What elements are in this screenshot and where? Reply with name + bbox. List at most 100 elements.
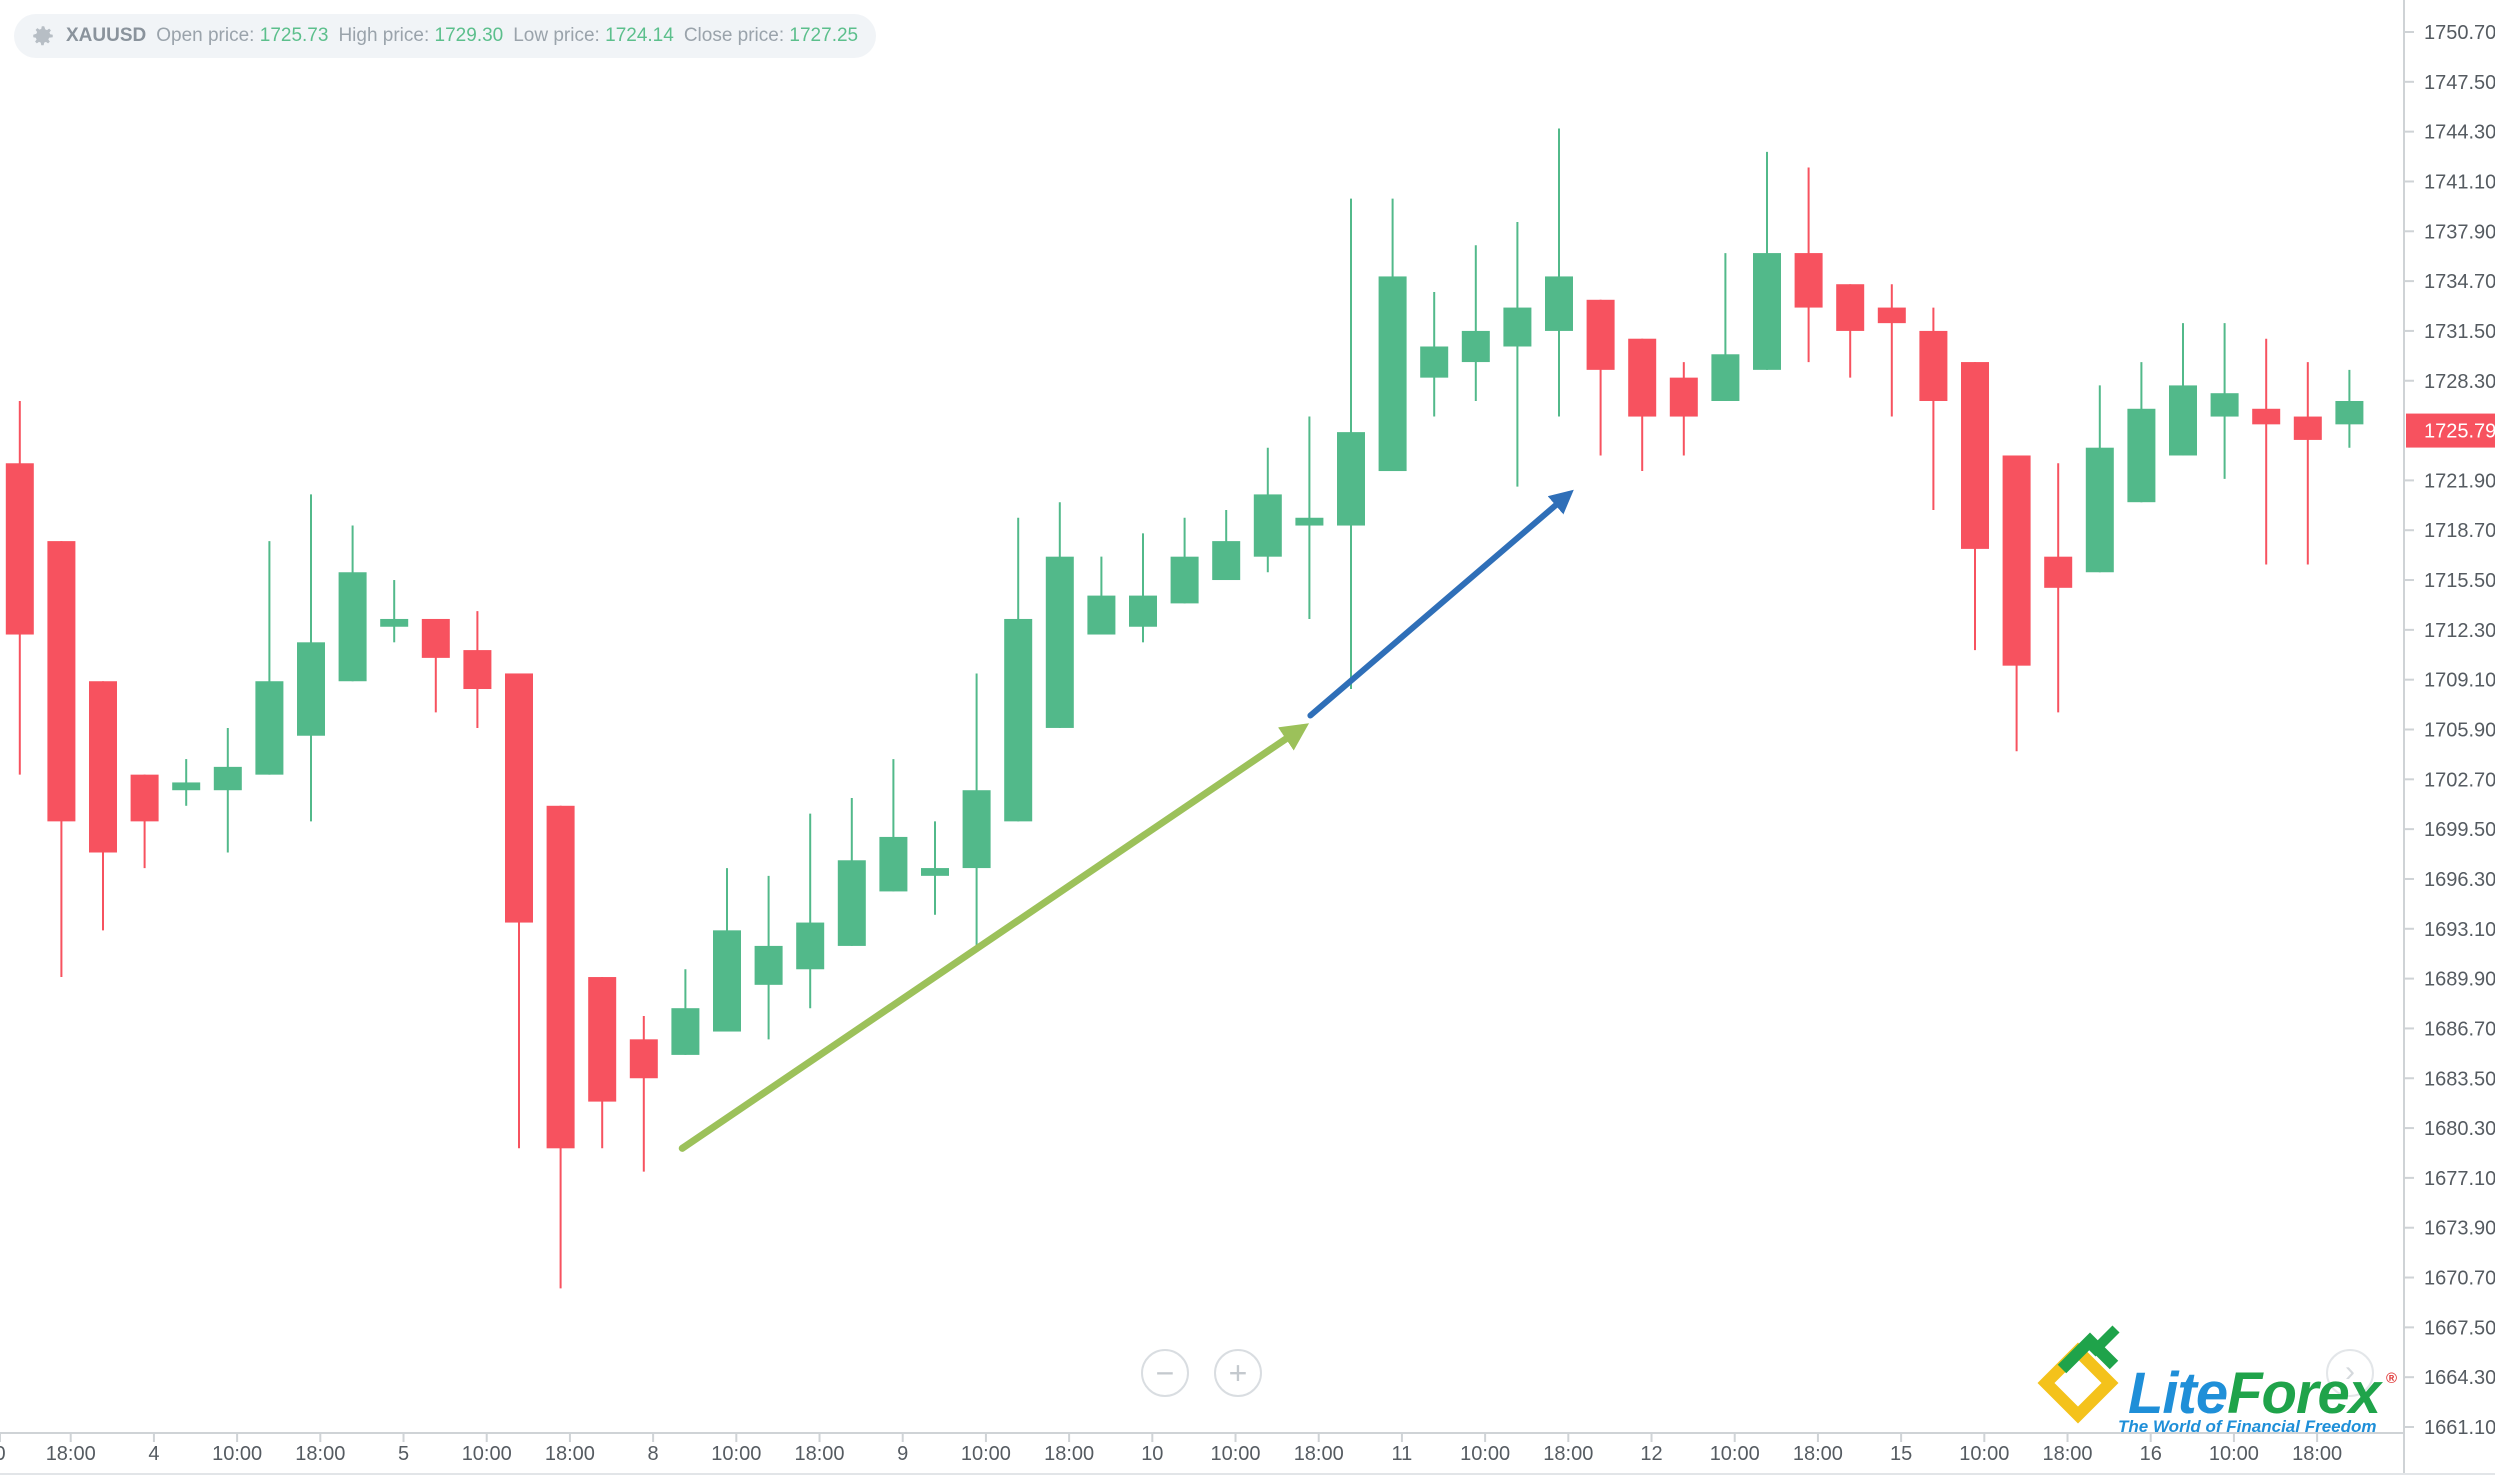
candle-body	[2127, 408, 2156, 503]
low-price-label: Low price:	[513, 25, 600, 46]
candle[interactable]	[1669, 362, 1698, 456]
candle[interactable]	[2127, 362, 2156, 503]
candle[interactable]	[505, 673, 533, 1149]
candle[interactable]	[796, 813, 825, 1009]
candle[interactable]	[962, 673, 991, 946]
candle[interactable]	[338, 525, 367, 682]
candle[interactable]	[1503, 221, 1532, 487]
candle[interactable]	[2293, 362, 2322, 565]
candle[interactable]	[2335, 369, 2364, 448]
time-tick-label: 5	[398, 1443, 409, 1465]
current-price-label: 1725.79	[2424, 421, 2495, 443]
candle[interactable]	[1170, 517, 1199, 604]
time-tick-label: 9	[897, 1443, 908, 1465]
candle-body	[130, 774, 159, 822]
candle[interactable]	[546, 805, 575, 1289]
candle[interactable]	[213, 727, 242, 853]
candle[interactable]	[2252, 338, 2281, 565]
scroll-right-button[interactable]: ›	[2326, 1349, 2374, 1397]
candle[interactable]	[1586, 299, 1615, 456]
candle[interactable]	[1087, 556, 1116, 635]
candle[interactable]	[297, 494, 325, 822]
candle[interactable]	[172, 759, 201, 806]
candle-body	[1087, 595, 1116, 635]
price-tick-label: 1664.30	[2424, 1367, 2495, 1389]
price-tick-label: 1667.50	[2424, 1317, 2495, 1339]
symbol-label: XAUUSD	[66, 25, 147, 46]
candle[interactable]	[754, 875, 783, 1040]
candle[interactable]	[588, 977, 617, 1149]
candle[interactable]	[1711, 253, 1740, 401]
candle[interactable]	[1753, 151, 1781, 370]
candle[interactable]	[1337, 198, 1365, 690]
candle[interactable]	[2210, 323, 2239, 479]
candle[interactable]	[879, 759, 908, 892]
high-price-label: High price:	[338, 25, 430, 46]
candle[interactable]	[837, 798, 866, 946]
candle[interactable]	[1004, 517, 1033, 822]
candle[interactable]	[1295, 416, 1324, 619]
price-tick-label: 1734.70	[2424, 271, 2495, 293]
candles-layer	[5, 128, 2364, 1289]
price-tick-label: 1677.10	[2424, 1168, 2495, 1190]
time-tick-label: 10:00	[961, 1443, 1011, 1465]
candle[interactable]	[1253, 447, 1282, 573]
candle[interactable]	[1961, 362, 1989, 651]
candle-body	[1961, 362, 1989, 549]
zoom-out-button[interactable]: −	[1141, 1349, 1189, 1397]
time-tick-label: 18:00	[794, 1443, 844, 1465]
candle-body	[1794, 253, 1823, 308]
candle-body	[2085, 447, 2114, 573]
time-axis[interactable]: 0 18:00 4 10:00 18:00 5 10:00 18:00 8 10:00 18:00 9…	[0, 1432, 2495, 1475]
candle-body	[1253, 494, 1282, 557]
candle[interactable]	[47, 541, 76, 978]
zoom-in-button[interactable]: +	[1214, 1349, 1262, 1397]
price-tick-label: 1728.30	[2424, 371, 2495, 393]
candle[interactable]	[921, 821, 949, 915]
candle-body	[1669, 377, 1698, 417]
candle[interactable]	[1461, 245, 1490, 401]
candle-body	[297, 642, 325, 736]
candle[interactable]	[5, 400, 34, 775]
candle-body	[1420, 346, 1449, 378]
candle[interactable]	[713, 868, 741, 1032]
candle-body	[1628, 338, 1657, 417]
candle[interactable]	[1045, 502, 1074, 728]
candle[interactable]	[421, 618, 450, 713]
candle[interactable]	[463, 611, 492, 728]
candle[interactable]	[1836, 284, 1865, 378]
gear-icon[interactable]	[30, 23, 56, 49]
candle-body	[2252, 408, 2281, 425]
candle[interactable]	[1794, 167, 1823, 363]
candle-body	[1836, 284, 1865, 331]
candle[interactable]	[1628, 338, 1657, 472]
time-tick-label: 18:00	[1543, 1443, 1593, 1465]
candle[interactable]	[2085, 385, 2114, 573]
candle[interactable]	[255, 541, 284, 775]
candle[interactable]	[629, 1015, 658, 1172]
candle[interactable]	[380, 580, 409, 643]
candle[interactable]	[1378, 198, 1407, 472]
candle-body	[338, 572, 367, 682]
candle[interactable]	[1919, 307, 1948, 510]
candle[interactable]	[130, 774, 159, 869]
candle[interactable]	[1545, 128, 1573, 417]
candle[interactable]	[1129, 533, 1157, 643]
candle[interactable]	[1212, 509, 1241, 581]
price-tick-label: 1702.70	[2424, 769, 2495, 791]
time-tick-label: 10:00	[1959, 1443, 2009, 1465]
candle[interactable]	[671, 969, 700, 1055]
candle-body	[1378, 276, 1407, 472]
candle-body	[837, 860, 866, 946]
candle[interactable]	[2169, 323, 2197, 456]
candle[interactable]	[1877, 284, 1906, 417]
price-tick-label: 1661.10	[2424, 1417, 2495, 1439]
price-axis[interactable]: 1750.70 1747.50 1744.30 1741.10 1737.90 1734.…	[2403, 0, 2495, 1477]
candle[interactable]	[2002, 455, 2031, 752]
candle[interactable]	[2044, 463, 2073, 713]
candle[interactable]	[1420, 292, 1449, 417]
uptrend-green-arrow	[678, 723, 1310, 1152]
candle[interactable]	[89, 681, 117, 931]
candle-body	[1170, 556, 1199, 604]
